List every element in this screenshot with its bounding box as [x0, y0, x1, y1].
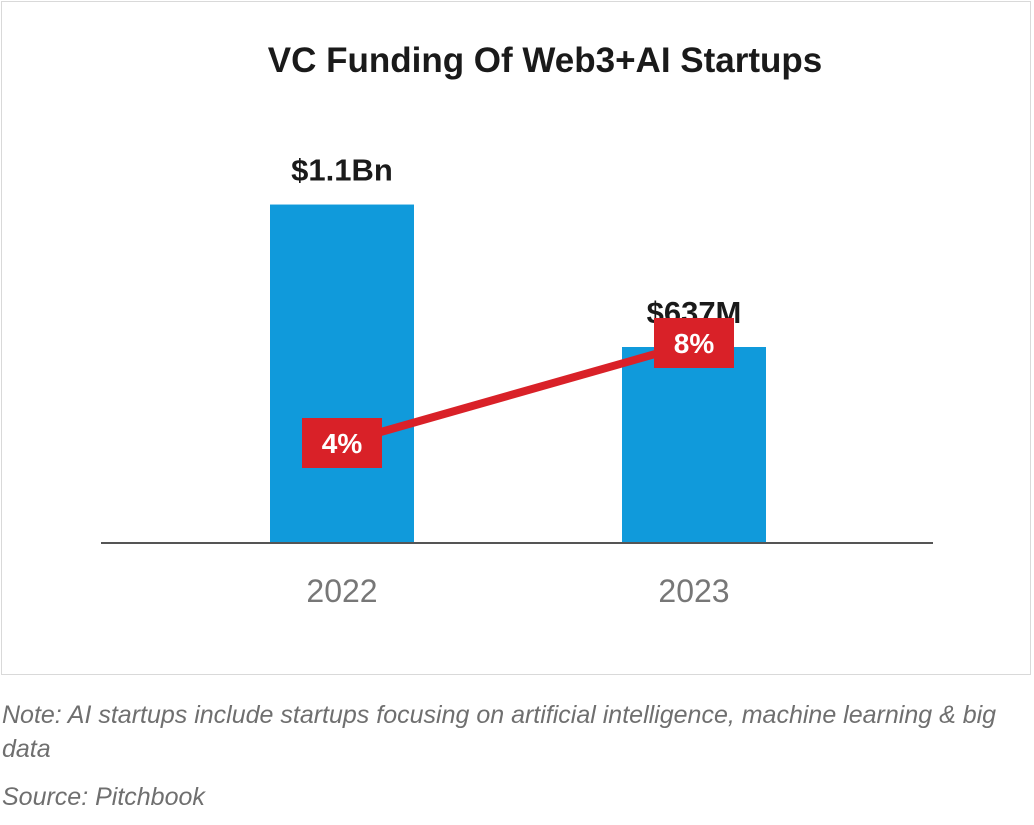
share-marker-2022	[302, 418, 382, 468]
bar-chart: VC Funding Of Web3+AI Startups $1.1Bn 202…	[101, 41, 933, 609]
chart-frame: VC Funding Of Web3+AI Startups $1.1Bn 202…	[1, 1, 1031, 675]
x-tick-label-2023: 2023	[658, 573, 729, 609]
footnote: Note: AI startups include startups focus…	[2, 701, 997, 763]
bar-value-label-2022: $1.1Bn	[291, 153, 393, 188]
chart-title: VC Funding Of Web3+AI Startups	[268, 41, 823, 80]
x-tick-label-2022: 2022	[306, 573, 377, 609]
bar-2023	[622, 347, 766, 543]
share-marker-2023	[654, 318, 734, 368]
share-trend-line	[340, 339, 696, 447]
share-label-2023: 8%	[674, 328, 715, 359]
bar-2022	[270, 204, 414, 544]
source-note: Source: Pitchbook	[2, 783, 205, 811]
share-label-2022: 4%	[322, 428, 363, 459]
